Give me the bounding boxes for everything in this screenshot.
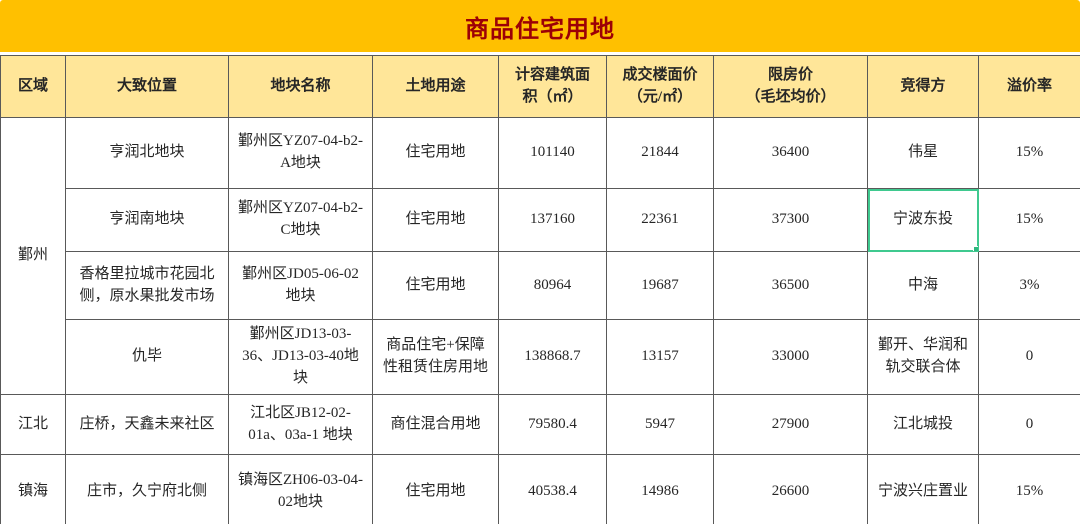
cell-floor-price[interactable]: 22361: [606, 188, 714, 252]
cell-winner[interactable]: 鄞开、华润和轨交联合体: [867, 319, 979, 395]
cell-price-cap[interactable]: 27900: [713, 394, 868, 455]
cell-plot-name[interactable]: 鄞州区YZ07-04-b2-A地块: [228, 117, 373, 189]
table-row: 鄞州 亨润北地块 鄞州区YZ07-04-b2-A地块 住宅用地 101140 2…: [0, 117, 1080, 395]
cell-price-cap[interactable]: 33000: [713, 319, 868, 395]
col-header-premium-rate[interactable]: 溢价率: [978, 55, 1080, 118]
table-title: 商品住宅用地: [465, 16, 615, 43]
cell-winner[interactable]: 江北城投: [867, 394, 979, 455]
cell-land-use[interactable]: 住宅用地: [372, 117, 499, 189]
cell-floor-area[interactable]: 101140: [498, 117, 607, 189]
cell-winner-selected[interactable]: 宁波东投: [867, 188, 979, 252]
cell-winner[interactable]: 中海: [867, 251, 979, 320]
region-cell-jiangbei[interactable]: 江北: [0, 394, 66, 455]
cell-plot-name[interactable]: 鄞州区YZ07-04-b2-C地块: [228, 188, 373, 252]
table-row: 香格里拉城市花园北侧，原水果批发市场 鄞州区JD05-06-02地块 住宅用地 …: [1, 251, 1080, 320]
cell-land-use[interactable]: 住宅用地: [372, 188, 499, 252]
cell-price-cap[interactable]: 36400: [713, 117, 868, 189]
col-header-location[interactable]: 大致位置: [65, 55, 229, 118]
region-cell-yinzhou[interactable]: 鄞州: [0, 117, 66, 395]
cell-floor-area[interactable]: 40538.4: [498, 454, 607, 524]
table-title-bar[interactable]: 商品住宅用地: [0, 0, 1080, 52]
table-row: 亨润南地块 鄞州区YZ07-04-b2-C地块 住宅用地 137160 2236…: [1, 188, 1080, 252]
table-row: 江北 庄桥，天鑫未来社区 江北区JB12-02-01a、03a-1 地块 商住混…: [0, 394, 1080, 455]
cell-floor-price[interactable]: 5947: [606, 394, 714, 455]
cell-floor-price[interactable]: 21844: [606, 117, 714, 189]
cell-premium-rate[interactable]: 15%: [978, 454, 1080, 524]
cell-floor-price[interactable]: 13157: [606, 319, 714, 395]
cell-floor-area[interactable]: 137160: [498, 188, 607, 252]
cell-floor-price[interactable]: 14986: [606, 454, 714, 524]
cell-premium-rate[interactable]: 15%: [978, 188, 1080, 252]
cell-land-use[interactable]: 住宅用地: [372, 251, 499, 320]
col-header-region[interactable]: 区域: [0, 55, 66, 118]
cell-location[interactable]: 香格里拉城市花园北侧，原水果批发市场: [65, 251, 229, 320]
cell-plot-name[interactable]: 镇海区ZH06-03-04-02地块: [228, 454, 373, 524]
cell-premium-rate[interactable]: 0: [978, 394, 1080, 455]
cell-land-use[interactable]: 商品住宅+保障性租赁住房用地: [372, 319, 499, 395]
cell-price-cap[interactable]: 26600: [713, 454, 868, 524]
cell-floor-area[interactable]: 138868.7: [498, 319, 607, 395]
cell-plot-name[interactable]: 鄞州区JD05-06-02地块: [228, 251, 373, 320]
cell-location[interactable]: 亨润北地块: [65, 117, 229, 189]
cell-plot-name[interactable]: 鄞州区JD13-03-36、JD13-03-40地块: [228, 319, 373, 395]
col-header-plot-name[interactable]: 地块名称: [228, 55, 373, 118]
cell-location[interactable]: 庄桥，天鑫未来社区: [65, 394, 229, 455]
land-parcel-table: 区域 大致位置 地块名称 土地用途 计容建筑面 积（㎡） 成交楼面价 （元/㎡）…: [0, 55, 1080, 524]
col-header-floor-area[interactable]: 计容建筑面 积（㎡）: [498, 55, 607, 118]
col-header-land-use[interactable]: 土地用途: [372, 55, 499, 118]
col-header-price-cap[interactable]: 限房价 （毛坯均价）: [713, 55, 868, 118]
col-header-winner[interactable]: 竞得方: [867, 55, 979, 118]
cell-winner[interactable]: 伟星: [867, 117, 979, 189]
cell-location[interactable]: 仇毕: [65, 319, 229, 395]
cell-price-cap[interactable]: 36500: [713, 251, 868, 320]
cell-location[interactable]: 亨润南地块: [65, 188, 229, 252]
region-cell-zhenhai[interactable]: 镇海: [0, 454, 66, 524]
cell-floor-price[interactable]: 19687: [606, 251, 714, 320]
cell-price-cap[interactable]: 37300: [713, 188, 868, 252]
cell-floor-area[interactable]: 79580.4: [498, 394, 607, 455]
col-header-floor-price[interactable]: 成交楼面价 （元/㎡）: [606, 55, 714, 118]
header-row: 区域 大致位置 地块名称 土地用途 计容建筑面 积（㎡） 成交楼面价 （元/㎡）…: [0, 55, 1080, 118]
cell-winner[interactable]: 宁波兴庄置业: [867, 454, 979, 524]
cell-location[interactable]: 庄市，久宁府北侧: [65, 454, 229, 524]
cell-land-use[interactable]: 商住混合用地: [372, 394, 499, 455]
selection-fill-handle[interactable]: [973, 246, 978, 251]
cell-premium-rate[interactable]: 15%: [978, 117, 1080, 189]
table-row: 镇海 庄市，久宁府北侧 镇海区ZH06-03-04-02地块 住宅用地 4053…: [0, 454, 1080, 524]
cell-premium-rate[interactable]: 0: [978, 319, 1080, 395]
cell-land-use[interactable]: 住宅用地: [372, 454, 499, 524]
table-row: 仇毕 鄞州区JD13-03-36、JD13-03-40地块 商品住宅+保障性租赁…: [1, 319, 1080, 395]
cell-plot-name[interactable]: 江北区JB12-02-01a、03a-1 地块: [228, 394, 373, 455]
cell-floor-area[interactable]: 80964: [498, 251, 607, 320]
cell-premium-rate[interactable]: 3%: [978, 251, 1080, 320]
